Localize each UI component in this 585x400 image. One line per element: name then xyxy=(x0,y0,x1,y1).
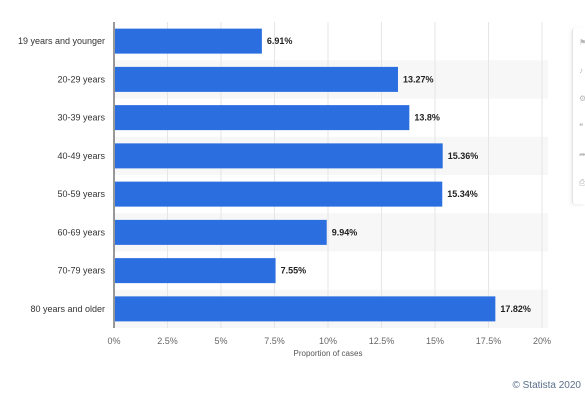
data-label: 7.55% xyxy=(281,266,307,276)
x-tick-label: 20% xyxy=(533,336,551,346)
x-tick-label: 5% xyxy=(214,336,227,346)
bar[interactable] xyxy=(115,219,327,245)
print-icon[interactable]: ⎙ xyxy=(579,178,585,187)
bar[interactable] xyxy=(115,66,398,92)
data-label: 15.34% xyxy=(447,189,478,199)
data-label: 6.91% xyxy=(267,36,293,46)
x-tick-label: 0% xyxy=(107,336,120,346)
data-label: 9.94% xyxy=(332,227,358,237)
bars xyxy=(115,28,496,322)
category-label: 30-39 years xyxy=(57,113,105,123)
data-label: 15.36% xyxy=(448,151,479,161)
data-label: 13.27% xyxy=(403,74,434,84)
bar[interactable] xyxy=(115,181,443,207)
x-tick-labels: 0% 2.5% 5% 7.5% 10% 12.5% 15% 17.5% 20% xyxy=(107,336,551,346)
data-label: 17.82% xyxy=(500,304,531,314)
bookmark-icon[interactable]: ⚑ xyxy=(579,38,585,47)
share-icon[interactable]: ➦ xyxy=(579,150,585,159)
x-tick-label: 2.5% xyxy=(157,336,178,346)
category-label: 50-59 years xyxy=(57,189,105,199)
x-tick-label: 7.5% xyxy=(264,336,285,346)
category-label: 60-69 years xyxy=(57,227,105,237)
x-tick-label: 12.5% xyxy=(369,336,395,346)
x-tick-label: 15% xyxy=(426,336,444,346)
bar[interactable] xyxy=(115,143,443,169)
category-label: 80 years and older xyxy=(30,304,105,314)
category-label: 20-29 years xyxy=(57,74,105,84)
bar[interactable] xyxy=(115,296,496,322)
quote-icon[interactable]: ❝ xyxy=(579,122,584,131)
bar[interactable] xyxy=(115,105,410,131)
x-tick-label: 10% xyxy=(319,336,337,346)
category-label: 19 years and younger xyxy=(18,36,105,46)
bar[interactable] xyxy=(115,28,262,54)
data-label: 13.8% xyxy=(414,113,440,123)
bell-icon[interactable]: ♪ xyxy=(579,66,583,75)
side-toolbar: ⚑ ♪ ⚙ ❝ ➦ ⎙ xyxy=(572,28,585,204)
bar[interactable] xyxy=(115,258,276,284)
data-labels: 6.91% 13.27% 13.8% 15.36% 15.34% 9.94% 7.55% 17… xyxy=(267,36,531,314)
settings-icon[interactable]: ⚙ xyxy=(579,94,585,103)
x-axis-title: Proportion of cases xyxy=(294,349,363,358)
credit-label[interactable]: © Statista 2020 xyxy=(512,380,581,391)
category-label: 70-79 years xyxy=(57,266,105,276)
category-labels: 19 years and younger 20-29 years 30-39 yea… xyxy=(18,36,106,314)
category-label: 40-49 years xyxy=(57,151,105,161)
x-tick-label: 17.5% xyxy=(476,336,502,346)
